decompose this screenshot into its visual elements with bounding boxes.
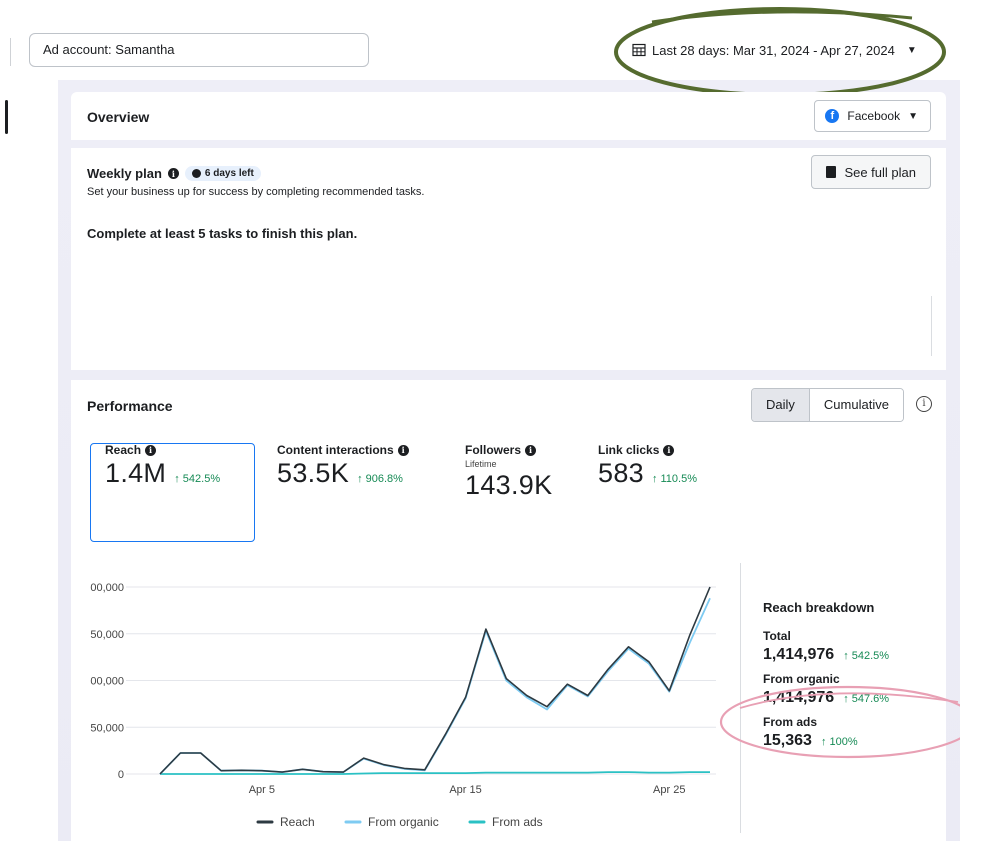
left-divider (10, 38, 11, 66)
view-toggle: Daily Cumulative (751, 388, 904, 422)
performance-card: Performance Daily Cumulative i Reach i 1.… (71, 380, 946, 841)
weekly-plan-goal: Complete at least 5 tasks to finish this… (87, 226, 358, 241)
y-tick-label: 50,000 (90, 722, 124, 734)
breakdown-label: From ads (763, 715, 818, 729)
metric-value: 583 (598, 458, 644, 488)
legend-label: Reach (280, 815, 315, 829)
series-line-from-organic (159, 597, 711, 775)
metric-change: ↑ 906.8% (357, 473, 403, 485)
weekly-plan-card: Weekly plan i 6 days left Set your busin… (71, 148, 946, 370)
performance-title: Performance (87, 398, 173, 414)
metric-reach[interactable]: Reach i 1.4M ↑ 542.5% (105, 443, 220, 489)
days-left-label: 6 days left (204, 168, 254, 179)
calendar-icon (632, 43, 646, 57)
reach-breakdown: Reach breakdown Total 1,414,976 ↑ 542.5% … (763, 600, 889, 758)
metric-sublabel: Lifetime (465, 459, 497, 469)
see-full-plan-button[interactable]: See full plan (811, 155, 931, 189)
breakdown-label: From organic (763, 672, 840, 686)
divider (740, 563, 741, 833)
legend-label: From organic (368, 815, 439, 829)
page-margin (960, 0, 981, 841)
platform-label: Facebook (847, 109, 901, 123)
weekly-plan-title: Weekly plan (87, 166, 162, 181)
overview-header: Overview f Facebook ▼ (71, 92, 946, 140)
breakdown-change: ↑ 542.5% (843, 650, 890, 662)
series-line-from-ads (160, 771, 710, 775)
info-icon: i (525, 444, 537, 456)
x-tick-label: Apr 15 (449, 784, 481, 796)
weekly-plan-subtitle: Set your business up for success by comp… (87, 186, 425, 198)
metric-followers[interactable]: Followers i Lifetime 143.9K (465, 443, 552, 501)
toggle-cumulative[interactable]: Cumulative (809, 389, 903, 421)
metric-value: 53.5K (277, 458, 350, 488)
caret-down-icon: ▼ (906, 44, 917, 56)
series-line-reach (159, 586, 711, 775)
metric-label: Reach (105, 443, 142, 457)
y-tick-label: 50,000 (90, 629, 124, 641)
toggle-daily[interactable]: Daily (752, 389, 810, 421)
days-left-badge: 6 days left (184, 166, 261, 181)
metric-change: ↑ 110.5% (651, 473, 698, 485)
platform-selector[interactable]: f Facebook ▼ (814, 100, 931, 132)
x-tick-label: Apr 5 (249, 784, 275, 796)
breakdown-value: 1,414,976 (763, 646, 835, 663)
breakdown-title: Reach breakdown (763, 600, 875, 615)
metric-value: 143.9K (465, 470, 553, 500)
breakdown-change: ↑ 100% (820, 736, 858, 748)
y-tick-label: 00,000 (90, 582, 124, 594)
breakdown-label: Total (763, 629, 791, 643)
breakdown-value: 15,363 (763, 732, 812, 749)
metric-label: Link clicks (598, 443, 660, 457)
metric-change: ↑ 542.5% (174, 473, 221, 485)
y-tick-label: 00,000 (90, 676, 124, 688)
weekly-plan-heading: Weekly plan i 6 days left (87, 166, 261, 181)
metric-label: Content interactions (277, 443, 394, 457)
legend-label: From ads (492, 815, 543, 829)
info-icon[interactable]: i (167, 168, 179, 179)
info-icon[interactable]: i (916, 396, 932, 412)
info-icon: i (663, 444, 675, 456)
clock-icon (191, 169, 201, 178)
caret-down-icon: ▼ (908, 110, 918, 122)
breakdown-total: Total 1,414,976 ↑ 542.5% (763, 629, 889, 664)
metric-value: 1.4M (105, 458, 167, 488)
metric-label: Followers (465, 443, 522, 457)
info-icon: i (397, 444, 409, 456)
x-tick-label: Apr 25 (653, 784, 685, 796)
reach-line-chart: 0 50,000 00,000 50,000 00,000 Apr 5 Apr 15 Apr … (90, 582, 716, 829)
metric-selected-frame[interactable] (90, 443, 255, 542)
metric-content-interactions[interactable]: Content interactions i 53.5K ↑ 906.8% (277, 443, 409, 489)
breakdown-organic: From organic 1,414,976 ↑ 547.6% (763, 672, 889, 707)
info-icon: i (145, 444, 157, 456)
breakdown-change: ↑ 547.6% (843, 693, 890, 705)
metric-link-clicks[interactable]: Link clicks i 583 ↑ 110.5% (598, 443, 697, 489)
nav-active-indicator (5, 100, 8, 134)
book-icon (826, 166, 837, 178)
breakdown-ads: From ads 15,363 ↑ 100% (763, 715, 889, 750)
y-tick-label: 0 (118, 769, 124, 781)
date-range-picker[interactable]: Last 28 days: Mar 31, 2024 - Apr 27, 202… (632, 36, 917, 64)
facebook-icon: f (825, 109, 840, 123)
overview-title: Overview (87, 109, 150, 125)
see-full-plan-label: See full plan (844, 164, 916, 180)
ad-account-selector[interactable]: Ad account: Samantha (29, 33, 369, 67)
breakdown-value: 1,414,976 (763, 689, 835, 706)
date-range-label: Last 28 days: Mar 31, 2024 - Apr 27, 202… (652, 42, 895, 58)
scrollbar[interactable] (931, 296, 932, 356)
